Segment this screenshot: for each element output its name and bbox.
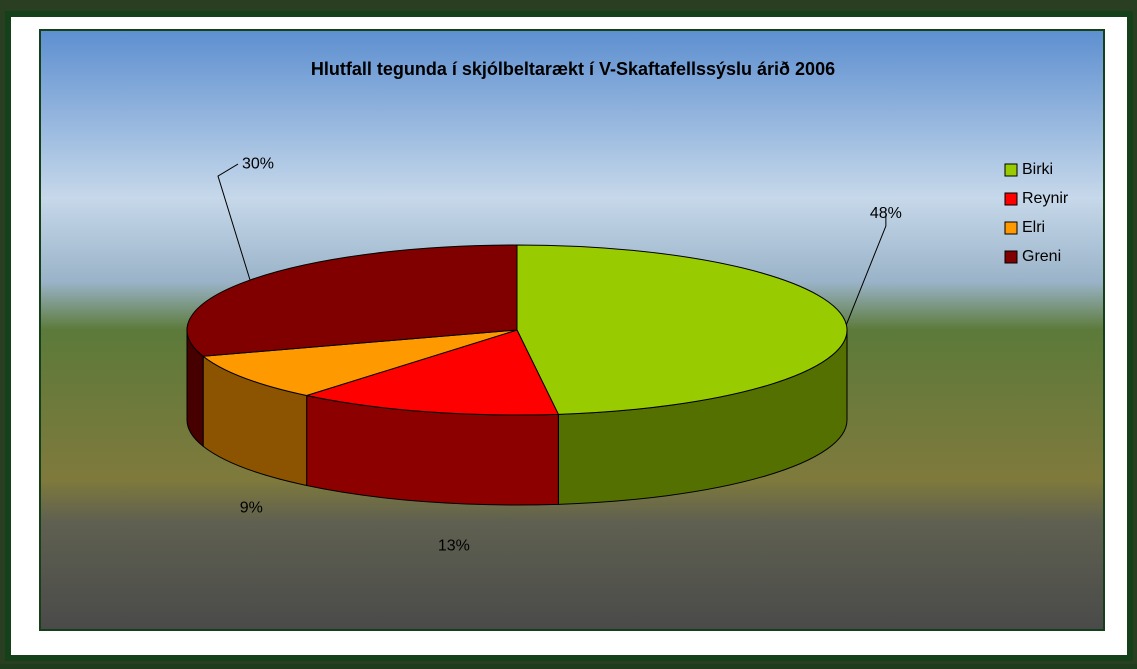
slice [304, 329, 560, 416]
legend-swatch [1004, 192, 1018, 206]
leader-line [217, 163, 251, 281]
chart-title: Hlutfall tegunda í skjólbeltarækt í V-Sk… [311, 59, 835, 79]
legend-label: Birki [1022, 161, 1053, 178]
slice [201, 329, 518, 397]
legend-label: Reynir [1022, 190, 1069, 207]
data-label: 13% [438, 538, 470, 555]
legend-swatch [1004, 250, 1018, 264]
data-label: 30% [242, 155, 274, 172]
legend-swatch [1004, 221, 1018, 235]
slice [186, 244, 518, 357]
legend-label: Greni [1022, 248, 1061, 265]
legend-label: Elri [1022, 219, 1045, 236]
leader-line [845, 214, 887, 325]
legend-swatch [1004, 163, 1018, 177]
data-label: 48% [870, 205, 902, 222]
data-label: 9% [240, 500, 263, 517]
